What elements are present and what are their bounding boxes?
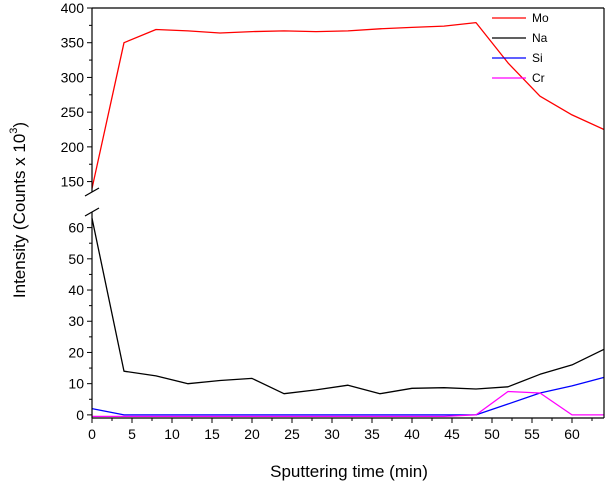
- x-axis-title: Sputtering time (min): [270, 462, 428, 481]
- y-lower-tick-label: 40: [68, 282, 84, 298]
- x-tick-label: 50: [484, 426, 500, 442]
- y-upper-tick-label: 250: [61, 104, 85, 120]
- legend-label-na: Na: [532, 31, 548, 45]
- y-lower-tick-label: 60: [68, 220, 84, 236]
- y-axis-title-close: ): [10, 122, 29, 128]
- y-lower-tick-label: 30: [68, 313, 84, 329]
- x-tick-label: 15: [204, 426, 220, 442]
- plot-lines: [91, 21, 605, 418]
- x-tick-label: 45: [444, 426, 460, 442]
- y-upper-tick-label: 300: [61, 69, 85, 85]
- legend-label-cr: Cr: [532, 71, 545, 85]
- x-tick-label: 35: [364, 426, 380, 442]
- x-tick-label: 10: [164, 426, 180, 442]
- y-lower-tick-label: 10: [68, 376, 84, 392]
- axis-break-mark: [84, 187, 100, 197]
- x-tick-label: 0: [88, 426, 96, 442]
- y-upper-tick-label: 200: [61, 139, 85, 155]
- x-tick-label: 30: [324, 426, 340, 442]
- legend-label-mo: Mo: [532, 11, 549, 25]
- x-tick-label: 55: [524, 426, 540, 442]
- legend-label-si: Si: [532, 51, 543, 65]
- legend: Mo Na Si Cr: [492, 11, 549, 85]
- y-upper-tick-label: 350: [61, 35, 85, 51]
- axis-break: [84, 187, 100, 217]
- x-tick-label: 25: [284, 426, 300, 442]
- x-tick-label: 60: [564, 426, 580, 442]
- series-line-cr: [92, 390, 604, 418]
- x-tick-label: 40: [404, 426, 420, 442]
- y-lower-tick-label: 20: [68, 344, 84, 360]
- ticks: 0 5 10 15 20 25 30 35 40 45 50 55 601502002503003504…: [61, 0, 593, 442]
- series-line-na: [91, 218, 605, 395]
- y-axis-title-main: Intensity (Counts x 10: [10, 134, 29, 298]
- series-line-si: [91, 376, 605, 416]
- y-upper-tick-label: 150: [61, 174, 85, 190]
- y-axis-title-exponent: 3: [8, 128, 20, 134]
- y-lower-tick-label: 50: [68, 251, 84, 267]
- x-tick-label: 20: [244, 426, 260, 442]
- y-axis-title: Intensity (Counts x 103): [8, 122, 29, 298]
- y-upper-tick-label: 400: [61, 0, 85, 16]
- plot-frame: [91, 7, 605, 419]
- x-tick-label: 5: [128, 426, 136, 442]
- y-lower-tick-label: 0: [76, 407, 84, 423]
- axis-break-mark: [84, 207, 100, 217]
- series-line-mo: [91, 21, 605, 189]
